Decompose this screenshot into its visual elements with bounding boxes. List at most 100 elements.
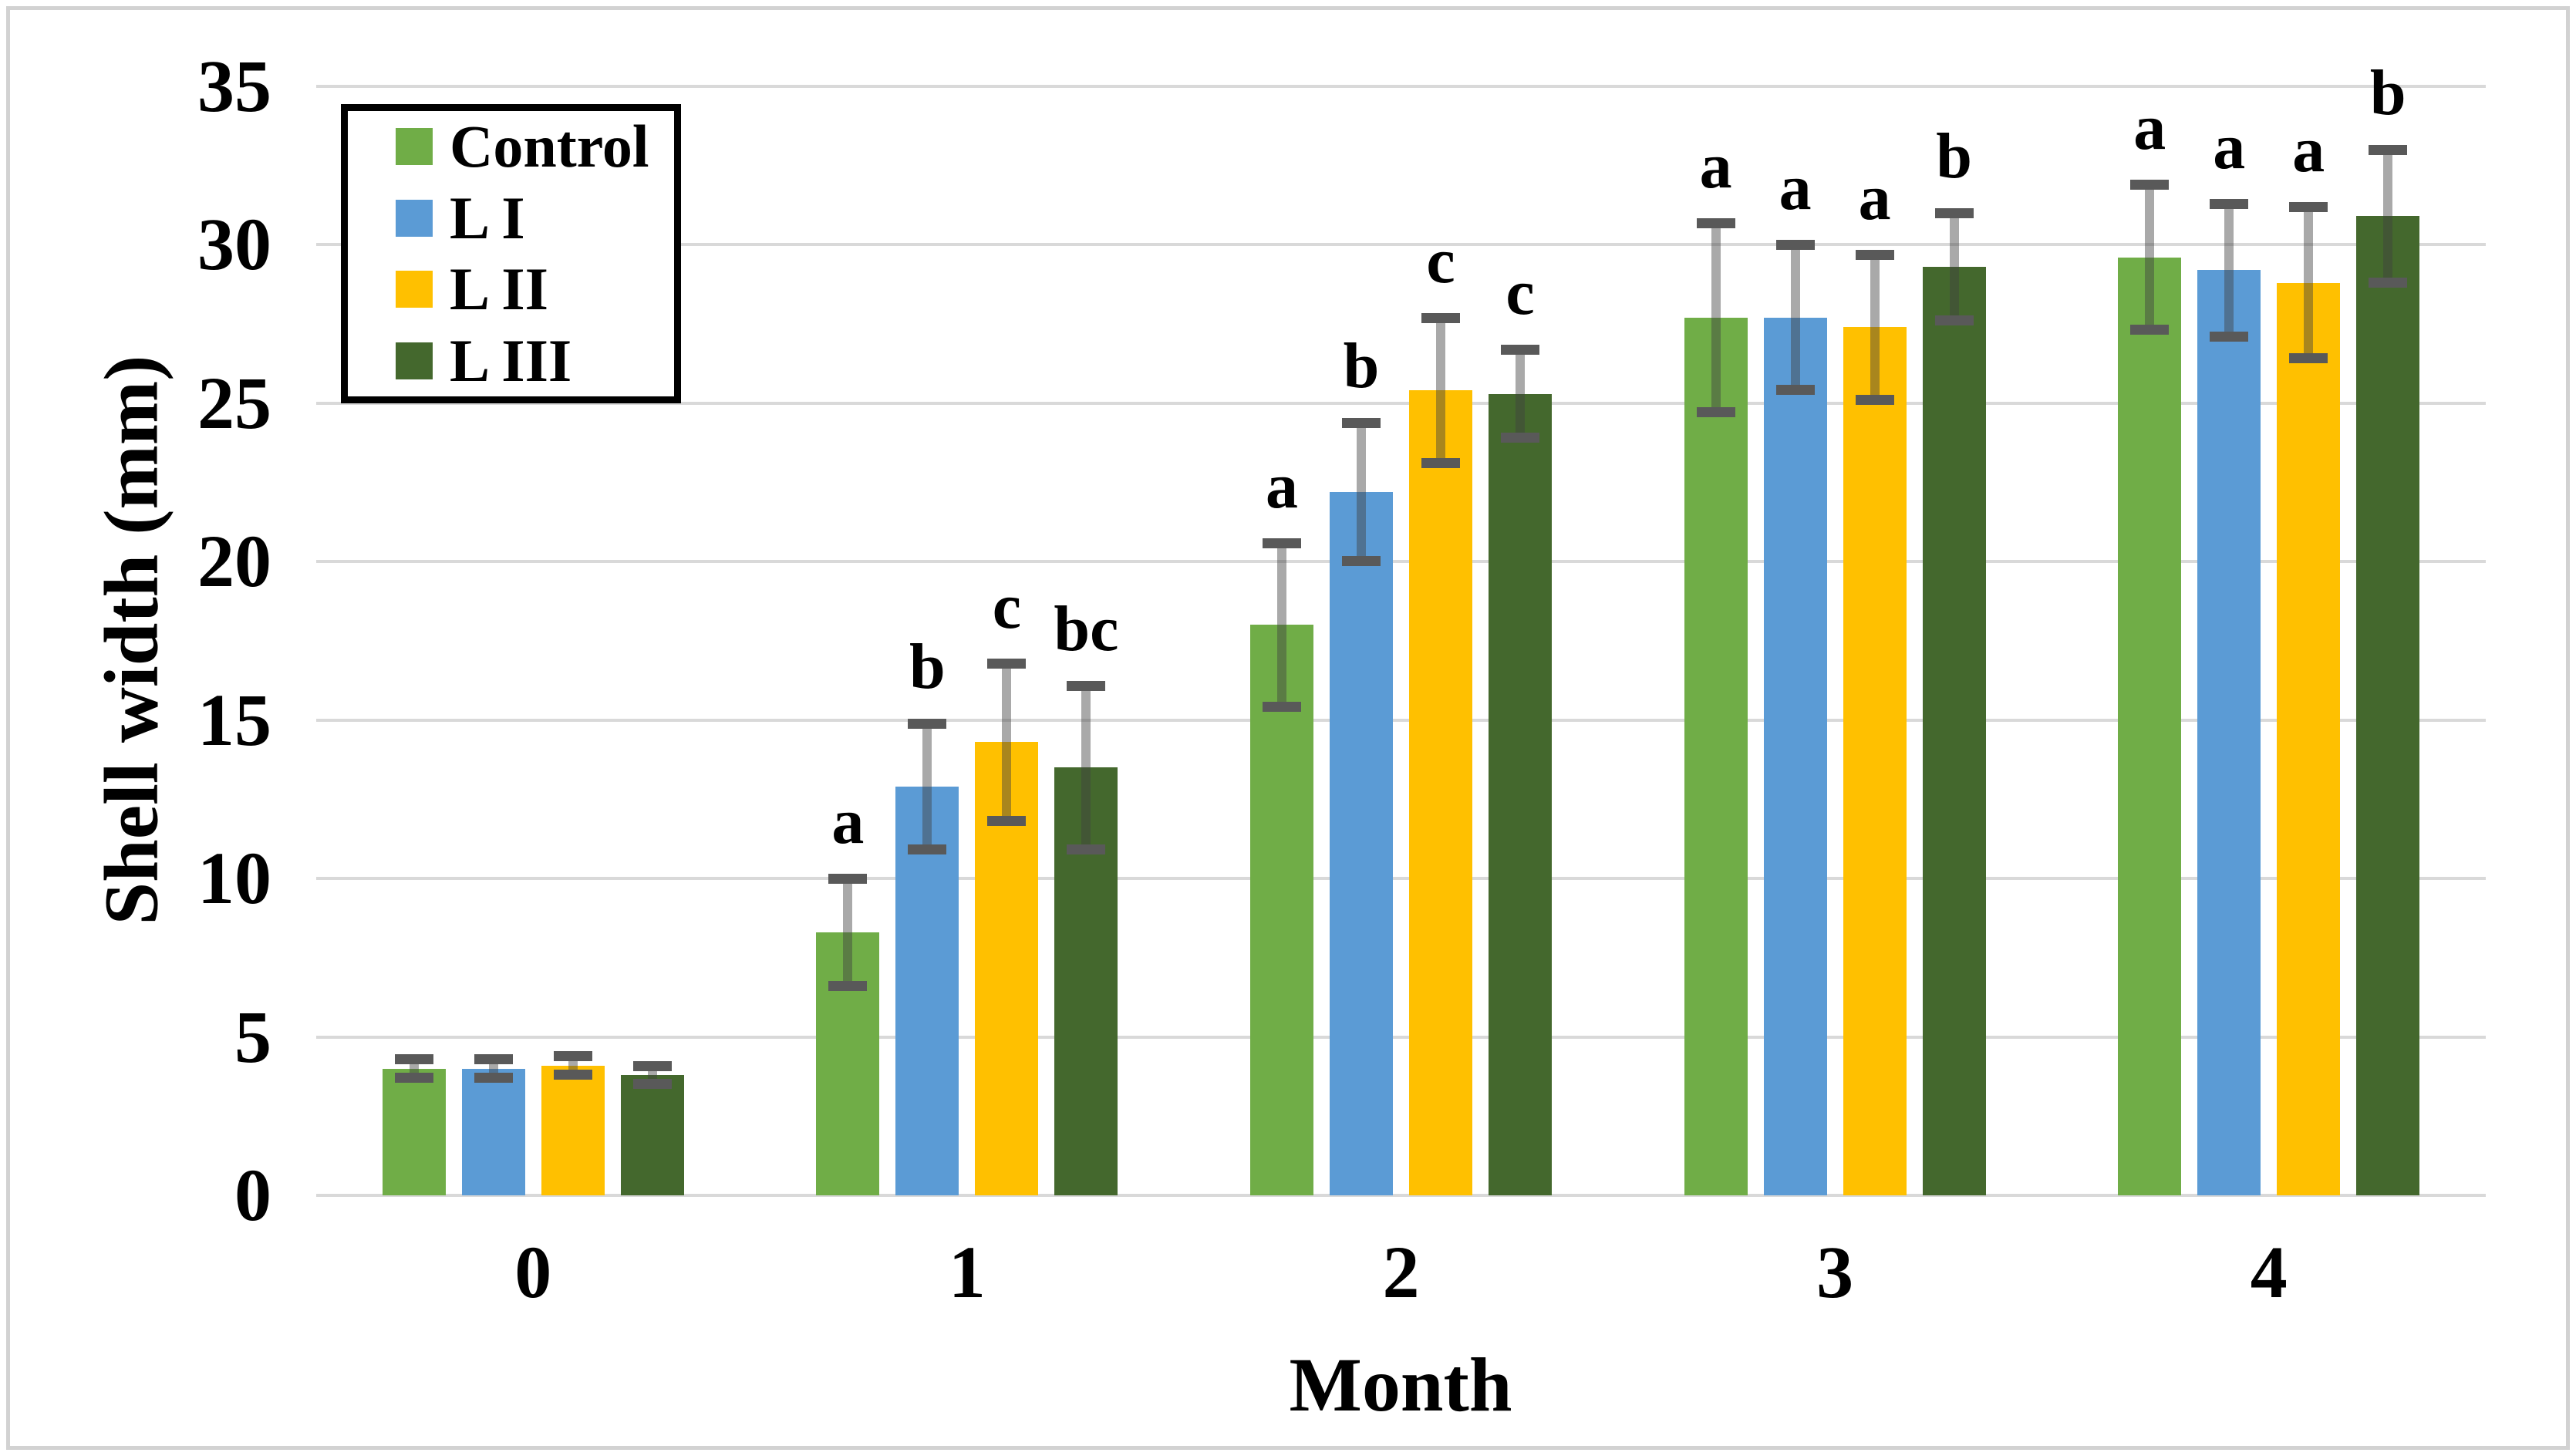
bar-lii-month0 [541,1065,605,1195]
error-bar-cap-top [908,718,947,729]
error-bar-cap-bottom [1263,702,1301,713]
error-bar-cap-top [394,1054,433,1065]
bar-control-month0 [382,1068,446,1195]
bar-lii-month4 [2277,282,2341,1195]
error-bar-cap-bottom [1421,457,1460,468]
significance-letter: c [1505,257,1535,329]
error-bar-cap-bottom [394,1072,433,1083]
error-bar-cap-bottom [1501,433,1539,443]
error-bar-cap-bottom [2130,325,2170,335]
significance-letter: a [1858,161,1891,234]
error-bar-cap-top [828,874,868,885]
legend-item-control: Control [348,116,674,177]
error-bar-cap-top [1696,217,1735,228]
x-tick-label-3: 3 [1816,1231,1854,1313]
error-bar-cap-bottom [987,816,1027,827]
error-bar-cap-bottom [1855,394,1894,405]
gridline-y0 [316,1194,2486,1197]
x-axis-title: Month [1289,1342,1512,1427]
significance-letter: a [1779,152,1812,224]
legend-item-lii: L II [348,258,674,320]
error-bar-cap-top [1855,249,1894,260]
y-tick-label-10: 10 [197,837,271,920]
error-bar-cap-top [474,1054,513,1065]
error-bar-cap-bottom [2210,331,2249,342]
error-bar-cap-top [987,658,1027,669]
legend-item-li: L I [348,187,674,249]
error-bar-cap-bottom [474,1072,513,1083]
error-bar-cap-top [2369,145,2408,156]
legend-item-label: L II [450,255,548,323]
legend-swatch-icon [396,271,433,308]
error-bar [1790,244,1800,391]
significance-letter: a [1699,130,1732,202]
legend-swatch-icon [396,128,433,166]
gridline-y10 [316,877,2486,881]
gridline-y35 [316,85,2486,88]
significance-letter: a [2213,111,2246,184]
error-bar [1870,254,1880,400]
bar-liii-month1 [1054,767,1118,1195]
error-bar [1002,662,1012,822]
error-bar-cap-top [1775,240,1815,251]
error-bar [1436,317,1445,463]
legend-item-label: Control [450,113,649,180]
y-tick-label-25: 25 [197,361,271,444]
gridline-y20 [316,560,2486,564]
error-bar-cap-top [2130,180,2170,190]
error-bar-cap-top [553,1051,592,1062]
bar-liii-month2 [1489,393,1552,1195]
legend-item-label: L I [450,184,525,251]
error-bar-cap-top [1934,208,1974,219]
significance-letter: b [1343,329,1380,402]
error-bar-cap-top [632,1060,672,1071]
significance-letter: b [1936,120,1972,193]
bar-control-month4 [2118,257,2182,1195]
error-bar-cap-bottom [1934,315,1974,326]
bar-li-month3 [1763,317,1827,1195]
error-bar-cap-top [2289,202,2328,213]
error-bar [922,723,932,851]
gridline-y5 [316,1035,2486,1039]
y-axis-title: Shell width (mm) [88,355,174,925]
error-bar [1277,542,1286,708]
bar-liii-month3 [1922,267,1986,1195]
significance-letter: a [2133,92,2166,164]
error-bar-cap-bottom [1775,385,1815,396]
error-bar-cap-top [1067,680,1106,691]
error-bar-cap-bottom [908,844,947,855]
x-tick-label-1: 1 [948,1231,986,1313]
error-bar-cap-bottom [2289,353,2328,364]
error-bar-cap-bottom [2369,277,2408,288]
error-bar [843,878,853,986]
error-bar [1516,349,1525,439]
bar-lii-month2 [1409,390,1472,1195]
gridline-y25 [316,401,2486,405]
error-bar-cap-bottom [1696,407,1735,418]
bar-liii-month0 [620,1074,684,1195]
bar-control-month2 [1250,625,1313,1195]
significance-letter: a [831,786,865,858]
x-tick-label-2: 2 [1382,1231,1420,1313]
significance-letter: c [1426,224,1455,297]
bar-li-month2 [1330,491,1393,1195]
error-bar-cap-bottom [1342,556,1381,567]
error-bar-cap-top [1263,538,1301,548]
error-bar-cap-top [1501,345,1539,355]
error-bar-cap-top [1342,417,1381,428]
error-bar [1357,422,1366,562]
legend-item-label: L III [450,326,572,394]
bar-lii-month3 [1843,327,1907,1195]
significance-letter: b [2369,57,2406,130]
x-tick-label-0: 0 [514,1231,552,1313]
y-tick-label-15: 15 [197,678,271,761]
legend-item-liii: L III [348,326,674,394]
y-tick-label-35: 35 [197,45,271,127]
error-bar-cap-bottom [1067,844,1106,855]
y-tick-label-5: 5 [234,995,271,1078]
gridline-y15 [316,718,2486,722]
error-bar-cap-top [2210,199,2249,210]
y-tick-label-30: 30 [197,203,271,286]
error-bar [1949,213,1959,322]
x-tick-label-4: 4 [2250,1231,2288,1313]
